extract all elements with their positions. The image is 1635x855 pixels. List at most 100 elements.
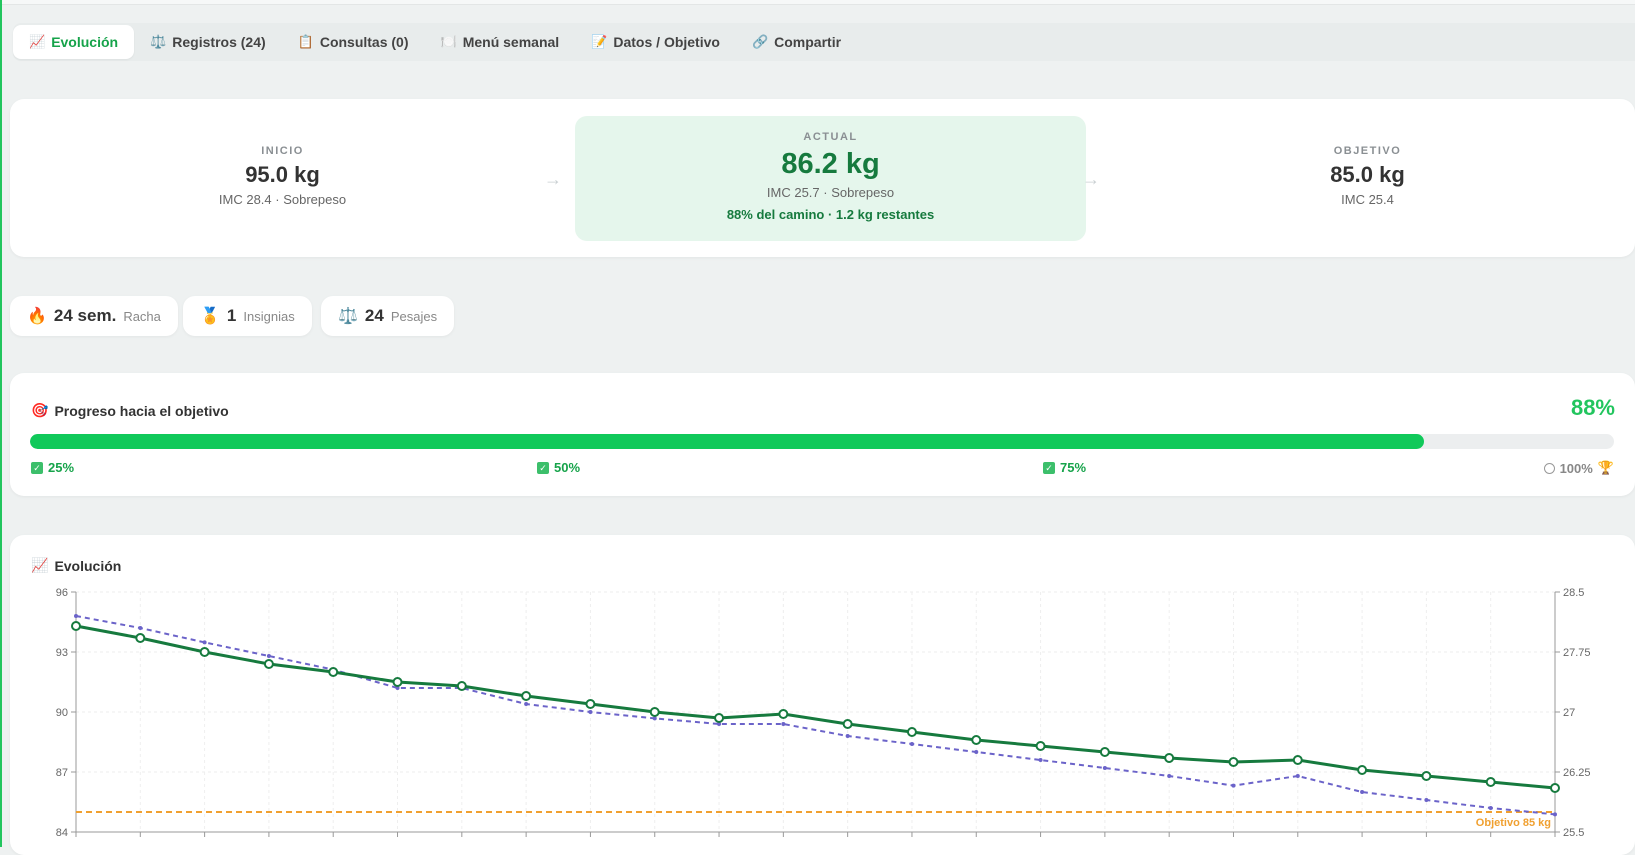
streak-label: Racha xyxy=(123,308,161,324)
milestone-25: ✓ 25% xyxy=(31,460,74,475)
chart-icon: 📈 xyxy=(31,557,49,573)
fire-icon: 🔥 xyxy=(27,308,47,325)
plate-icon: 🍽️ xyxy=(440,34,457,49)
current-label: ACTUAL xyxy=(803,131,858,143)
current-stat: ACTUAL 86.2 kg IMC 25.7 · Sobrepeso 88% … xyxy=(575,116,1086,241)
goal-stat: OBJETIVO 85.0 kg IMC 25.4 xyxy=(1100,145,1635,207)
start-weight: 95.0 kg xyxy=(245,162,320,187)
tab-evolucion[interactable]: 📈 Evolución xyxy=(13,25,135,59)
y-right-tick-label: 27 xyxy=(1563,707,1575,719)
tab-label: Evolución xyxy=(51,34,119,50)
target-icon: 🎯 xyxy=(31,402,49,418)
evolution-chart-card: 📈 Evolución 84 87 90 93 96 25.5 26.25 27 27.75 28… xyxy=(10,535,1635,855)
bmi-data-point xyxy=(1553,812,1557,817)
tab-registros[interactable]: ⚖️ Registros (24) xyxy=(134,25,282,59)
bmi-data-point xyxy=(1102,766,1107,770)
tab-consultas[interactable]: 📋 Consultas (0) xyxy=(282,25,425,59)
bmi-data-point xyxy=(524,702,529,706)
progress-title-text: Progreso hacia el objetivo xyxy=(54,402,229,419)
bmi-data-point xyxy=(1424,798,1429,802)
weight-data-point xyxy=(906,727,917,737)
goal-label: OBJETIVO xyxy=(1333,145,1402,157)
start-label: INICIO xyxy=(261,145,304,157)
bmi-data-point xyxy=(1231,783,1236,788)
weight-data-point xyxy=(135,633,146,643)
arrow-icon: → xyxy=(544,169,562,189)
medal-icon: 🏅 xyxy=(200,308,220,325)
weight-summary-card: INICIO 95.0 kg IMC 28.4 · Sobrepeso → AC… xyxy=(10,99,1635,257)
weight-data-point xyxy=(842,719,853,729)
current-bmi: IMC 25.7 · Sobrepeso xyxy=(766,185,895,200)
milestone-label: 25% xyxy=(48,460,75,475)
weight-data-point xyxy=(521,691,532,701)
memo-icon: 📝 xyxy=(591,34,608,49)
weight-data-point xyxy=(456,681,467,691)
weight-data-point xyxy=(263,659,274,669)
weight-data-point xyxy=(1550,783,1560,793)
bmi-data-point xyxy=(1360,790,1365,794)
bmi-data-point xyxy=(588,710,593,714)
tab-label: Compartir xyxy=(774,34,842,50)
chart-title-text: Evolución xyxy=(54,557,122,574)
weight-data-point xyxy=(1099,747,1110,757)
weight-data-point xyxy=(1421,771,1432,781)
bmi-data-point xyxy=(1488,806,1493,810)
bmi-data-point xyxy=(974,750,979,754)
weight-data-point xyxy=(1292,755,1303,765)
y-left-tick-label: 93 xyxy=(56,647,68,659)
goal-weight: 85.0 kg xyxy=(1330,162,1405,187)
y-right-tick-label: 25.5 xyxy=(1563,827,1584,839)
bmi-data-point xyxy=(138,626,143,630)
weight-series-line xyxy=(75,624,1556,790)
circle-empty-icon xyxy=(1543,462,1555,474)
progress-bar-fill xyxy=(30,434,1424,449)
y-left-tick-label: 96 xyxy=(56,587,68,599)
bmi-data-point xyxy=(1167,774,1172,778)
badges-value: 1 xyxy=(226,306,237,325)
start-stat: INICIO 95.0 kg IMC 28.4 · Sobrepeso xyxy=(10,145,555,207)
weight-data-point xyxy=(392,677,403,687)
tab-compartir[interactable]: 🔗 Compartir xyxy=(736,25,857,59)
bmi-data-point xyxy=(202,640,207,645)
bmi-data-point xyxy=(717,722,722,726)
y-right-tick-label: 26.25 xyxy=(1563,767,1591,779)
weight-data-point xyxy=(1485,777,1496,787)
checkbox-checked-icon: ✓ xyxy=(537,461,549,474)
badges-label: Insignias xyxy=(243,308,295,324)
bmi-data-point xyxy=(395,686,400,690)
bmi-data-point xyxy=(74,614,78,618)
tab-label: Consultas (0) xyxy=(319,34,409,50)
bmi-data-point xyxy=(266,654,271,658)
scale-icon: ⚖️ xyxy=(338,308,358,325)
weight-data-point xyxy=(1228,757,1239,767)
milestone-label: 75% xyxy=(1060,460,1087,475)
milestone-50: ✓ 50% xyxy=(537,460,580,475)
tab-menu-semanal[interactable]: 🍽️ Menú semanal xyxy=(425,25,576,59)
goal-line-label: Objetivo 85 kg xyxy=(1476,817,1551,829)
weight-data-point xyxy=(714,713,725,723)
y-left-tick-label: 84 xyxy=(56,827,68,839)
tab-label: Registros (24) xyxy=(172,34,266,50)
y-left-tick-label: 87 xyxy=(56,767,68,779)
weight-data-point xyxy=(1164,753,1175,763)
chart-title: 📈 Evolución xyxy=(31,557,121,574)
link-icon: 🔗 xyxy=(751,34,769,49)
bmi-data-point xyxy=(1295,774,1300,778)
weight-data-point xyxy=(328,667,339,677)
clipboard-icon: 📋 xyxy=(297,34,314,49)
goal-progress-card: 🎯 Progreso hacia el objetivo 88% ✓ 25% ✓… xyxy=(10,373,1635,496)
milestone-75: ✓ 75% xyxy=(1043,460,1086,475)
goal-bmi: IMC 25.4 xyxy=(1341,192,1394,207)
tab-datos-objetivo[interactable]: 📝 Datos / Objetivo xyxy=(575,25,736,59)
milestone-100: 100% 🏆 xyxy=(1543,460,1614,476)
bmi-data-point xyxy=(652,716,657,721)
weight-data-point xyxy=(778,709,789,719)
y-right-tick-label: 28.5 xyxy=(1563,587,1584,599)
weight-data-point xyxy=(199,647,210,657)
badges-pill: 🏅 1 Insignias xyxy=(183,296,312,336)
milestone-label: 100% xyxy=(1559,460,1593,476)
top-strip xyxy=(2,0,1635,5)
progress-title: 🎯 Progreso hacia el objetivo xyxy=(31,402,229,419)
streak-pill: 🔥 24 sem. Racha xyxy=(10,296,178,336)
weight-data-point xyxy=(1357,765,1368,775)
